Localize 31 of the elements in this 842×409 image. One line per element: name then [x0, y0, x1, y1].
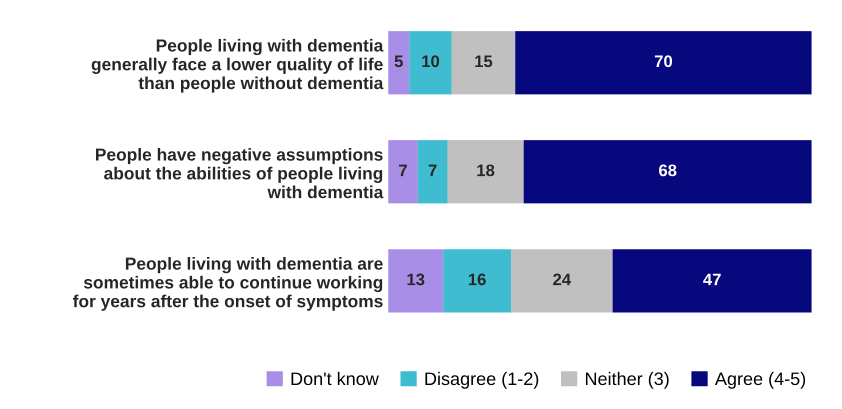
data-label: 10 — [422, 55, 440, 68]
bar — [515, 31, 812, 94]
data-label: 68 — [659, 164, 676, 176]
data-label: 15 — [475, 56, 492, 68]
bar — [388, 31, 410, 94]
bar — [452, 31, 516, 94]
bar — [447, 140, 524, 204]
bar — [524, 140, 812, 204]
legend-label: Disagree (1-2) — [425, 372, 538, 389]
legend-label: Don't know — [292, 372, 379, 386]
legend-label: Agree (4-5) — [714, 372, 806, 389]
data-label: 24 — [553, 274, 571, 286]
data-label: 70 — [654, 55, 672, 68]
bar — [510, 249, 613, 312]
data-label: 7 — [428, 164, 437, 176]
data-label: 47 — [703, 274, 721, 286]
bar — [612, 249, 812, 312]
bar — [418, 140, 448, 204]
y-tick-label: People have negative assumptions about the abilities of people living with dementia — [96, 148, 384, 198]
bar — [388, 140, 418, 204]
y-tick-label: People living with dementia generally face a lower quality of life than people without dementia — [92, 38, 384, 93]
bar — [388, 249, 444, 312]
data-label: 7 — [399, 164, 407, 176]
bar — [443, 249, 511, 312]
data-label: 18 — [477, 164, 494, 176]
legend-label: Neither (3) — [586, 372, 669, 389]
data-label: 16 — [468, 274, 486, 286]
y-tick-label: People living with dementia are sometimes able to continue working for years after the onset of symptoms — [72, 257, 383, 311]
bar — [409, 31, 452, 94]
data-label: 13 — [407, 274, 424, 286]
data-label: 5 — [394, 56, 403, 68]
